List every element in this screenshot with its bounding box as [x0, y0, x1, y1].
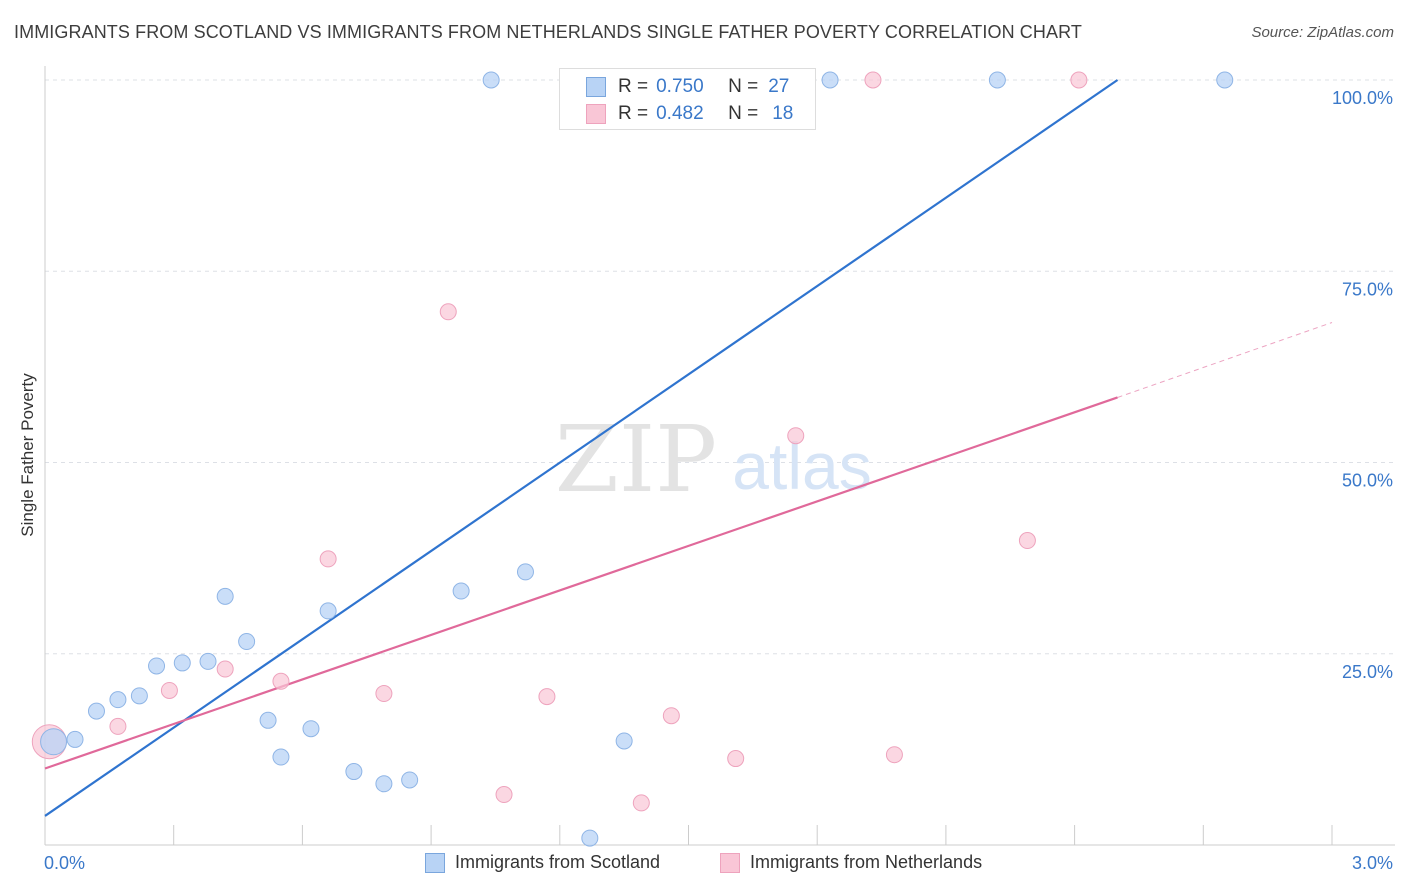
netherlands-swatch: [586, 104, 606, 124]
trend-line-scotland: [44, 79, 1119, 817]
scotland-n-value: 27: [768, 76, 790, 97]
point-scotland: [1216, 71, 1234, 89]
point-netherlands: [727, 750, 745, 768]
point-netherlands: [885, 746, 903, 764]
point-netherlands: [538, 688, 556, 706]
point-scotland: [259, 711, 277, 729]
point-scotland: [401, 771, 419, 789]
chart-title: IMMIGRANTS FROM SCOTLAND VS IMMIGRANTS F…: [14, 22, 1082, 42]
point-scotland: [130, 687, 148, 705]
stats-row-scotland: R = 0.750 N = 27: [586, 74, 790, 100]
point-scotland: [302, 720, 320, 738]
point-netherlands: [864, 71, 882, 89]
scotland-n-label: N =: [728, 76, 759, 97]
legend-item-scotland[interactable]: Immigrants from Scotland: [425, 852, 660, 873]
point-scotland: [345, 763, 363, 781]
point-scotland: [615, 732, 633, 750]
scotland-r-label: R =: [618, 76, 649, 97]
legend-swatch-netherlands: [720, 852, 740, 873]
point-scotland: [988, 71, 1006, 89]
point-scotland: [40, 728, 68, 756]
point-scotland: [821, 71, 839, 89]
x-tick-label-min: 0.0%: [44, 853, 85, 873]
point-scotland: [87, 702, 105, 720]
y-tick-label: 50.0%: [1342, 471, 1393, 491]
point-netherlands: [787, 427, 805, 445]
point-scotland: [199, 652, 217, 670]
y-tick-label: 25.0%: [1342, 662, 1393, 682]
point-netherlands: [439, 303, 457, 321]
point-scotland: [375, 775, 393, 793]
netherlands-r-label: R =: [618, 103, 649, 124]
trend-lines: [44, 79, 1333, 817]
point-scotland: [109, 691, 127, 709]
legend-label-netherlands: Immigrants from Netherlands: [750, 852, 983, 872]
point-scotland: [516, 563, 534, 581]
point-scotland: [452, 582, 470, 600]
netherlands-n-value: 18: [772, 103, 794, 124]
point-scotland: [319, 602, 337, 620]
point-scotland: [216, 587, 234, 605]
point-scotland: [66, 730, 84, 748]
point-netherlands: [272, 672, 290, 690]
trend-line-netherlands: [44, 396, 1118, 770]
tick-labels: 25.0% 50.0% 75.0% 100.0% 0.0% 3.0%: [44, 88, 1393, 873]
trend-extension-netherlands: [1117, 322, 1333, 398]
netherlands-r-value: 0.482: [656, 103, 704, 124]
point-netherlands: [216, 660, 234, 678]
stats-row-netherlands: R = 0.482 N = 18: [586, 101, 794, 127]
point-netherlands: [1018, 532, 1036, 550]
bottom-legend: Immigrants from Scotland Immigrants from…: [0, 852, 1406, 878]
scotland-r-value: 0.750: [656, 76, 704, 97]
point-netherlands: [1070, 71, 1088, 89]
point-netherlands: [632, 794, 650, 812]
point-netherlands: [495, 786, 513, 804]
axes: [44, 66, 1395, 846]
point-netherlands: [662, 707, 680, 725]
stats-legend: R = 0.750 N = 27 R = 0.482 N = 18: [559, 68, 816, 130]
point-netherlands: [375, 685, 393, 703]
legend-label-scotland: Immigrants from Scotland: [455, 852, 661, 872]
source-label: Source: ZipAtlas.com: [1251, 24, 1394, 41]
netherlands-n-label: N =: [728, 103, 759, 124]
point-scotland: [148, 657, 166, 675]
grid-lines: [45, 79, 1395, 655]
legend-item-netherlands[interactable]: Immigrants from Netherlands: [720, 852, 982, 873]
point-netherlands: [109, 717, 127, 735]
point-scotland: [238, 633, 256, 651]
point-netherlands: [319, 550, 337, 568]
point-scotland: [173, 654, 191, 672]
y-tick-label: 100.0%: [1332, 88, 1393, 108]
point-scotland: [482, 71, 500, 89]
point-scotland: [272, 748, 290, 766]
y-tick-label: 75.0%: [1342, 279, 1393, 299]
x-tick-label-max: 3.0%: [1352, 853, 1393, 873]
point-scotland: [581, 829, 599, 847]
watermark-zip: ZIP: [555, 406, 717, 513]
watermark: ZIP atlas: [555, 406, 872, 513]
point-netherlands: [160, 681, 178, 699]
legend-swatch-scotland: [425, 852, 445, 873]
scotland-swatch: [586, 77, 606, 97]
